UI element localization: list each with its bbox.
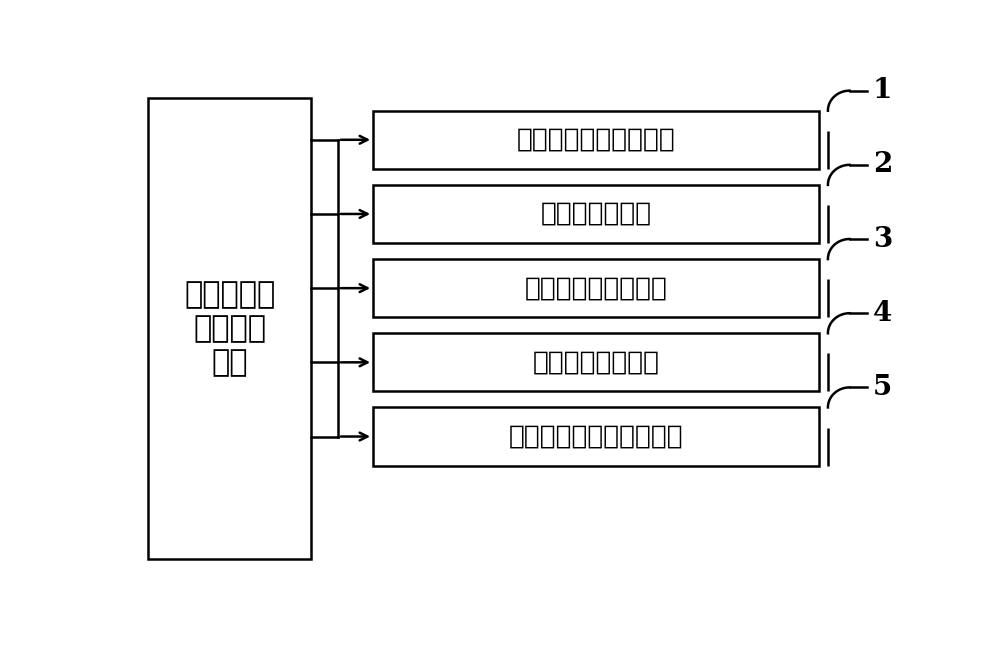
- Text: 2: 2: [873, 151, 892, 178]
- Text: 5: 5: [873, 374, 892, 401]
- Text: 4: 4: [873, 299, 892, 327]
- Bar: [373, 333, 819, 391]
- Text: 光谱吸收率
分布获取
系统: 光谱吸收率 分布获取 系统: [184, 281, 275, 377]
- Text: 重建方程组建立模块: 重建方程组建立模块: [524, 275, 667, 301]
- Text: 稳定优化求解模块: 稳定优化求解模块: [532, 350, 659, 376]
- Bar: [373, 259, 819, 317]
- Text: 光谱吸收率分布获取模块: 光谱吸收率分布获取模块: [509, 424, 683, 450]
- Text: 3: 3: [873, 225, 892, 253]
- Bar: [373, 408, 819, 465]
- Bar: [373, 111, 819, 169]
- Text: 1: 1: [873, 77, 892, 104]
- Bar: [373, 185, 819, 243]
- Bar: [148, 98, 311, 559]
- Text: 重排和修正模块: 重排和修正模块: [540, 201, 651, 227]
- Text: 偏折特征参数获取模块: 偏折特征参数获取模块: [516, 127, 675, 153]
